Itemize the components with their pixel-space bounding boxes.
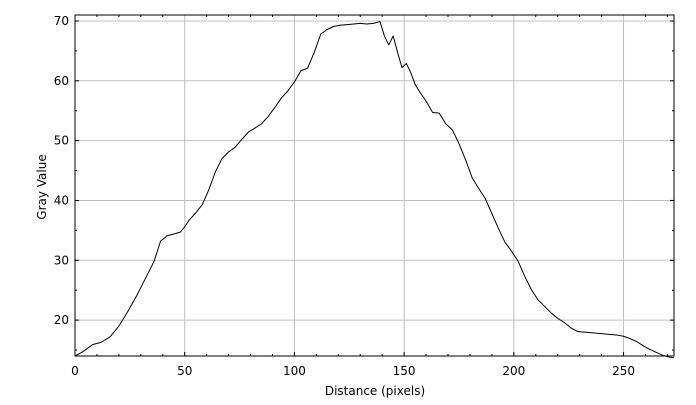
x-tick-label: 250 <box>612 364 635 378</box>
x-tick-label: 150 <box>393 364 416 378</box>
tick-labels: 0 50 100 150 200 250 20 30 40 50 60 70 <box>54 14 635 378</box>
tick-marks <box>74 15 674 356</box>
grid-lines <box>74 15 674 356</box>
y-axis-label: Gray Value <box>35 154 49 219</box>
y-tick-label: 70 <box>54 14 69 28</box>
y-tick-label: 30 <box>54 253 69 267</box>
y-tick-label: 40 <box>54 193 69 207</box>
plot-frame <box>74 14 675 357</box>
x-tick-label: 50 <box>177 364 192 378</box>
x-tick-label: 200 <box>502 364 525 378</box>
y-tick-label: 20 <box>54 313 69 327</box>
x-tick-label: 0 <box>71 364 79 378</box>
x-tick-label: 100 <box>283 364 306 378</box>
x-axis-label: Distance (pixels) <box>325 384 425 398</box>
y-tick-label: 60 <box>54 74 69 88</box>
series-lines <box>74 21 675 359</box>
series-line-1 <box>74 21 675 359</box>
y-tick-label: 50 <box>54 134 69 148</box>
axes <box>74 14 675 357</box>
